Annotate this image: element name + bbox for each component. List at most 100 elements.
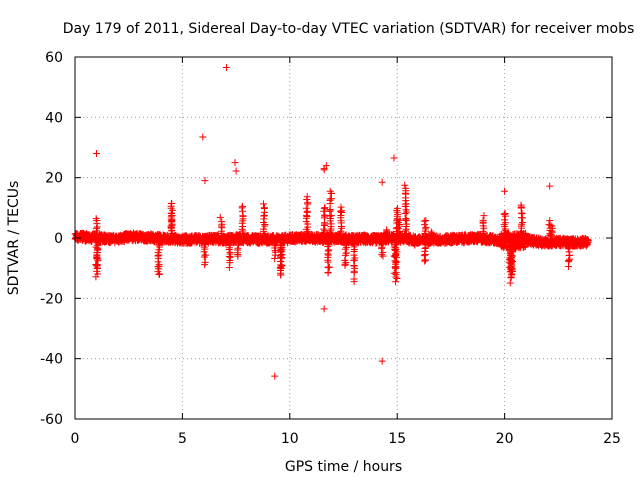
outlier-point bbox=[320, 166, 328, 174]
spike-point bbox=[327, 220, 335, 228]
spike-point bbox=[225, 264, 233, 272]
chart-title: Day 179 of 2011, Sidereal Day-to-day VTE… bbox=[63, 21, 635, 37]
spike-point bbox=[564, 263, 572, 271]
outlier-point bbox=[222, 64, 230, 72]
spike-point bbox=[411, 241, 419, 249]
spike-point bbox=[320, 225, 328, 233]
spike-point bbox=[508, 271, 516, 279]
spike-point bbox=[421, 256, 429, 264]
spike-point bbox=[378, 245, 386, 253]
spike-point bbox=[200, 253, 208, 261]
outlier-point bbox=[231, 159, 239, 167]
spike-point bbox=[94, 257, 102, 265]
spike-point bbox=[517, 203, 525, 211]
y-tick-label: -20 bbox=[40, 291, 63, 307]
spike-point bbox=[92, 224, 100, 232]
spike-point bbox=[259, 225, 267, 233]
spike-point bbox=[92, 215, 100, 223]
spike-point bbox=[260, 212, 268, 220]
spike-point bbox=[302, 204, 310, 212]
spike-point bbox=[327, 211, 335, 219]
spike-point bbox=[324, 242, 332, 250]
outlier-point bbox=[390, 154, 398, 162]
spike-point bbox=[420, 217, 428, 225]
spike-point bbox=[509, 248, 517, 256]
spike-point bbox=[234, 252, 242, 260]
outlier-point bbox=[199, 133, 207, 141]
y-tick-label: 20 bbox=[45, 171, 63, 187]
spike-point bbox=[449, 231, 457, 239]
spike-point bbox=[216, 213, 224, 221]
spike-point bbox=[226, 253, 234, 261]
spike-point bbox=[518, 210, 526, 218]
spike-point bbox=[341, 261, 349, 269]
spike-point bbox=[303, 193, 311, 201]
spike-point bbox=[218, 218, 226, 226]
spike-point bbox=[402, 184, 410, 192]
spike-point bbox=[271, 251, 279, 259]
spike-point bbox=[393, 275, 401, 283]
spike-point bbox=[501, 219, 509, 227]
spike-point bbox=[379, 252, 387, 260]
y-tick-label: 60 bbox=[45, 50, 63, 66]
data-points bbox=[71, 64, 592, 380]
spike-point bbox=[396, 228, 404, 236]
spike-point bbox=[326, 187, 334, 195]
spike-point bbox=[94, 270, 102, 278]
spike-point bbox=[379, 240, 387, 248]
spike-point bbox=[271, 254, 279, 262]
spike-point bbox=[509, 268, 517, 276]
spike-point bbox=[401, 210, 409, 218]
spike-point bbox=[168, 199, 176, 207]
outlier-point bbox=[320, 305, 328, 313]
spike-point bbox=[378, 251, 386, 259]
y-tick-label: 40 bbox=[45, 110, 63, 126]
spike-point bbox=[303, 207, 311, 215]
outlier-point bbox=[378, 357, 386, 365]
outlier-point bbox=[201, 177, 209, 185]
spike-point bbox=[518, 220, 526, 228]
y-tick-label: -60 bbox=[40, 412, 63, 428]
spike-point bbox=[93, 264, 101, 272]
spike-point bbox=[402, 214, 410, 222]
spike-point bbox=[564, 245, 572, 253]
outlier-point bbox=[271, 372, 279, 380]
x-tick-label: 25 bbox=[603, 431, 621, 447]
y-axis-label: SDTVAR / TECUs bbox=[6, 181, 22, 296]
spike-point bbox=[350, 269, 358, 277]
outlier-point bbox=[401, 181, 409, 189]
spike-point bbox=[422, 244, 430, 252]
x-tick-label: 20 bbox=[496, 431, 514, 447]
spike-point bbox=[321, 204, 329, 212]
spike-point bbox=[341, 245, 349, 253]
spike-point bbox=[93, 253, 101, 261]
spike-point bbox=[201, 251, 209, 259]
outlier-point bbox=[378, 178, 386, 186]
spike-point bbox=[402, 227, 410, 235]
spike-point bbox=[393, 258, 401, 266]
spike-point bbox=[508, 262, 516, 270]
spike-point bbox=[277, 271, 285, 279]
spike-point bbox=[324, 269, 332, 277]
spike-point bbox=[168, 209, 176, 217]
spike-point bbox=[201, 261, 209, 269]
spike-point bbox=[422, 216, 430, 224]
spike-point bbox=[259, 200, 267, 208]
spike-point bbox=[506, 279, 514, 287]
spike-point bbox=[225, 246, 233, 254]
spike-point bbox=[337, 203, 345, 211]
spike-point bbox=[427, 228, 435, 236]
spike-point bbox=[500, 210, 508, 218]
y-tick-label: 0 bbox=[54, 231, 63, 247]
spike-point bbox=[507, 274, 515, 282]
outlier-point bbox=[232, 167, 240, 175]
band-point bbox=[584, 236, 592, 244]
spike-point bbox=[225, 253, 233, 261]
outlier-point bbox=[546, 182, 554, 190]
x-tick-label: 10 bbox=[281, 431, 299, 447]
spike-point bbox=[341, 251, 349, 259]
spike-point bbox=[278, 254, 286, 262]
x-axis-label: GPS time / hours bbox=[285, 459, 402, 475]
spike-point bbox=[450, 232, 458, 240]
